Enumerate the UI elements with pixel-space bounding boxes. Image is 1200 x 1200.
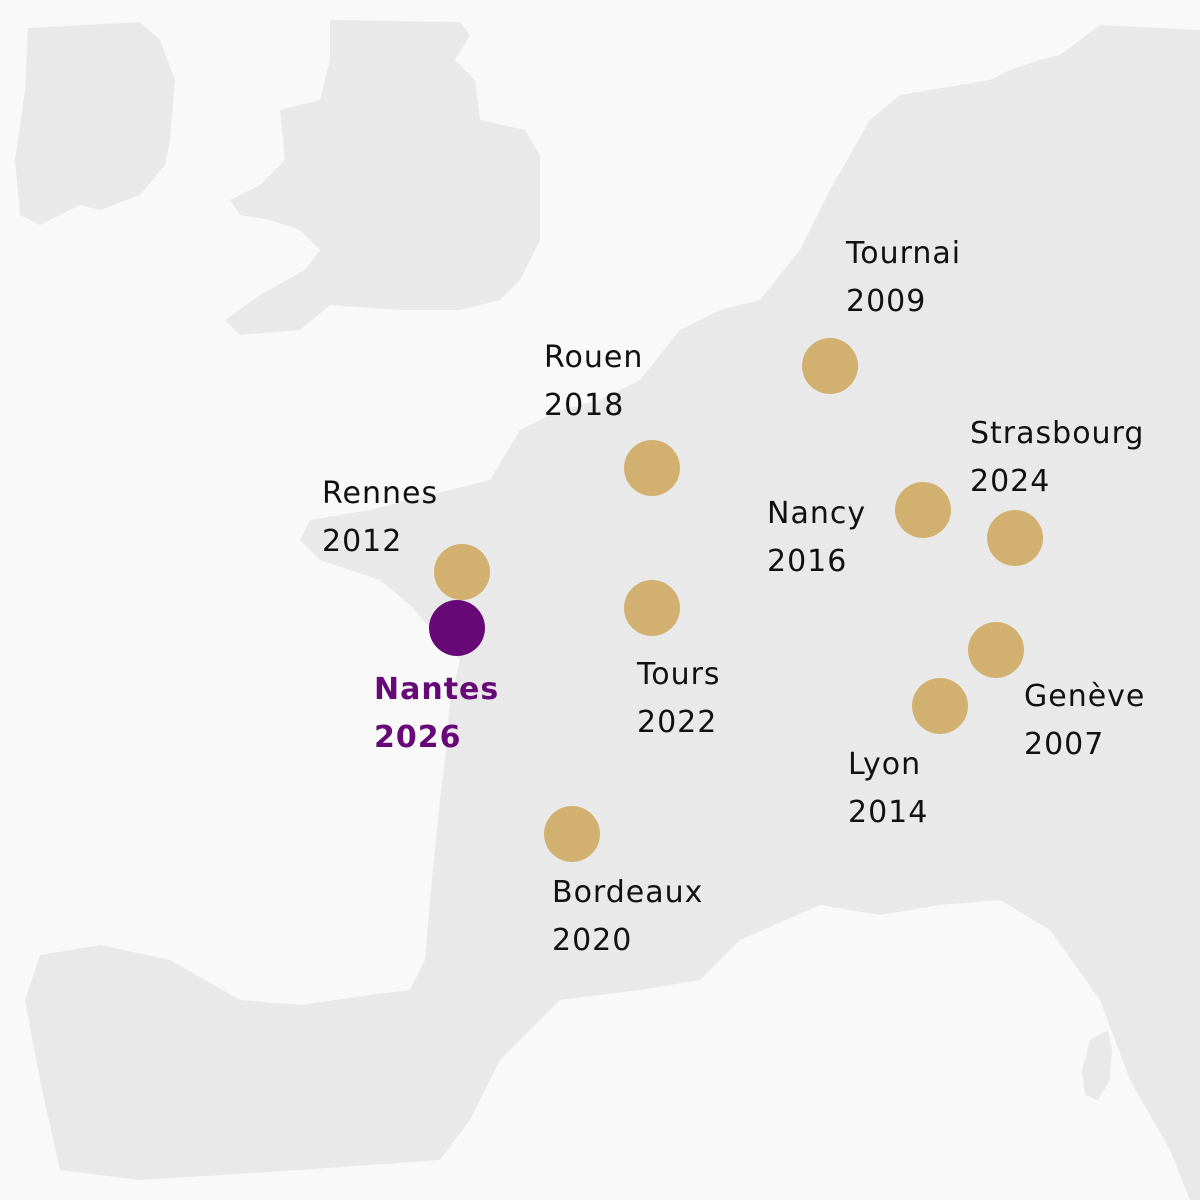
city-year: 2024 (970, 464, 1051, 499)
city-year: 2026 (374, 720, 462, 755)
city-label-geneve: Genève 2007 (1024, 673, 1145, 769)
map-pin-nancy[interactable] (895, 482, 951, 538)
city-year: 2014 (848, 795, 929, 830)
city-name: Tournai (846, 236, 962, 271)
land-great-britain (225, 20, 540, 335)
map-pin-strasbourg[interactable] (987, 510, 1043, 566)
land-continent (25, 25, 1200, 1200)
city-year: 2020 (552, 923, 633, 958)
map-pin-rennes[interactable] (434, 544, 490, 600)
city-label-strasbourg: Strasbourg 2024 (970, 410, 1144, 506)
city-label-nancy: Nancy 2016 (767, 490, 866, 586)
map-pin-nantes[interactable] (429, 600, 485, 656)
city-label-tours: Tours 2022 (637, 651, 721, 747)
land-island (1082, 1030, 1112, 1100)
land-ireland (15, 22, 175, 225)
map-pin-tours[interactable] (624, 580, 680, 636)
map-pin-rouen[interactable] (624, 440, 680, 496)
city-name: Genève (1024, 679, 1146, 714)
city-year: 2022 (637, 705, 718, 740)
city-name: Rennes (322, 476, 439, 511)
city-year: 2018 (544, 388, 625, 423)
city-label-nantes: Nantes 2026 (374, 666, 499, 762)
city-name: Nancy (767, 496, 867, 531)
city-year: 2009 (846, 284, 927, 319)
city-year: 2016 (767, 544, 848, 579)
map-pin-tournai[interactable] (802, 338, 858, 394)
city-label-rennes: Rennes 2012 (322, 470, 438, 566)
city-label-tournai: Tournai 2009 (846, 230, 961, 326)
city-name: Bordeaux (552, 875, 704, 910)
city-label-lyon: Lyon 2014 (848, 741, 928, 837)
city-year: 2012 (322, 524, 403, 559)
city-name: Nantes (374, 672, 500, 707)
city-name: Strasbourg (970, 416, 1145, 451)
city-label-bordeaux: Bordeaux 2020 (552, 869, 703, 965)
city-label-rouen: Rouen 2018 (544, 334, 643, 430)
map-pin-bordeaux[interactable] (544, 806, 600, 862)
map-pin-geneve[interactable] (968, 622, 1024, 678)
city-name: Rouen (544, 340, 644, 375)
city-year: 2007 (1024, 727, 1105, 762)
city-name: Lyon (848, 747, 922, 782)
city-name: Tours (637, 657, 721, 692)
map-pin-lyon[interactable] (912, 678, 968, 734)
